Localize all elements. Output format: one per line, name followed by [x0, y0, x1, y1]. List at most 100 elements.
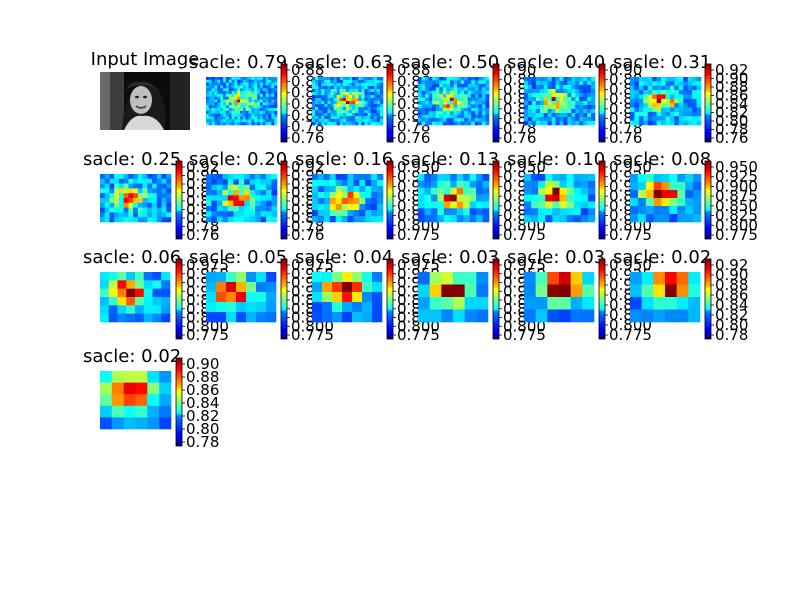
heatmap-cell: [425, 101, 429, 105]
heatmap-cell: [442, 107, 447, 112]
heatmap-cell: [539, 109, 545, 114]
heatmap-cell: [240, 82, 244, 86]
heatmap-cell: [361, 119, 365, 123]
heatmap-cell: [147, 217, 153, 223]
heatmap-cell: [217, 108, 221, 112]
heatmap-cell: [234, 105, 238, 109]
heatmap-cell: [245, 102, 249, 106]
heatmap-cell: [330, 98, 334, 102]
heatmap-cell: [265, 105, 269, 109]
heatmap-cell: [358, 80, 362, 84]
heatmap-cell: [242, 79, 247, 83]
heatmap-cell: [582, 272, 595, 285]
heatmap-cell: [259, 93, 264, 98]
heatmap-cell: [630, 272, 642, 285]
heatmap-cell: [341, 192, 348, 199]
heatmap-cell: [524, 297, 536, 310]
heatmap-cell: [268, 91, 272, 95]
heatmap-cell: [531, 201, 539, 209]
heatmap-cell: [457, 87, 461, 92]
heatmap-cell: [361, 113, 365, 117]
heatmap-cell: [456, 208, 464, 216]
heatmap-cell: [471, 118, 476, 122]
heatmap-cell: [225, 85, 230, 89]
heatmap-cell: [656, 111, 662, 117]
heatmap-cell: [123, 371, 136, 383]
heatmap-cell: [123, 417, 136, 430]
heatmap-cell: [634, 85, 640, 91]
heatmap-cell: [223, 122, 227, 126]
heatmap-cell: [266, 272, 277, 283]
heatmap-cell: [656, 81, 662, 87]
heatmap-cell: [100, 193, 106, 199]
heatmap-cell: [441, 309, 454, 323]
heatmap-cell: [248, 91, 252, 95]
heatmap-cell: [547, 89, 552, 94]
heatmap-cell: [545, 208, 553, 216]
heatmap-cell: [481, 114, 486, 119]
heatmap-cell: [217, 88, 221, 92]
heatmap-cell: [104, 207, 110, 213]
heatmap-cell: [317, 180, 325, 187]
heatmap-cell: [249, 216, 256, 223]
heatmap-cell: [257, 93, 261, 98]
heatmap-cell: [371, 204, 378, 211]
heatmap-cell: [332, 292, 343, 303]
heatmap-cell: [535, 113, 541, 118]
heatmap-cell: [551, 81, 556, 86]
heatmap-cell: [321, 110, 325, 114]
heatmap-cell: [587, 93, 592, 98]
heatmap-cell: [647, 107, 653, 113]
heatmap-cell: [135, 272, 145, 281]
heatmap-cell: [214, 116, 218, 120]
panel-title: sacle: 0.02: [613, 247, 711, 268]
heatmap-cell: [135, 382, 148, 395]
heatmap-cell: [563, 113, 568, 118]
heatmap-cell: [647, 120, 653, 126]
heatmap-cell: [220, 105, 224, 109]
heatmap-cell: [555, 121, 560, 126]
heatmap-cell: [547, 97, 552, 102]
heatmap-cell: [251, 108, 255, 112]
heatmap-cell: [425, 83, 429, 88]
heatmap-image: [312, 174, 384, 223]
heatmap-cell: [531, 187, 539, 195]
heatmap-cell: [643, 85, 649, 91]
heatmap-cell: [245, 85, 249, 89]
heatmap-cell: [315, 80, 319, 84]
heatmap-cell: [166, 174, 172, 180]
heatmap-cell: [268, 108, 272, 112]
heatmap-cell: [329, 198, 336, 205]
heatmap-cell: [425, 77, 429, 81]
heatmap-cell: [551, 121, 556, 126]
heatmap-cell: [573, 194, 582, 202]
heatmap-cell: [312, 95, 316, 99]
heatmap-cell: [373, 92, 378, 96]
heatmap-cell: [100, 212, 106, 218]
heatmap-cell: [478, 80, 483, 85]
heatmap-cell: [315, 119, 319, 123]
heatmap-cell: [220, 116, 224, 120]
heatmap-cell: [251, 99, 255, 103]
heatmap-cell: [457, 111, 461, 116]
heatmap-cell: [265, 99, 269, 103]
heatmap-cell: [463, 201, 470, 209]
heatmap-cell: [669, 77, 675, 82]
heatmap-cell: [652, 94, 657, 100]
heatmap-cell: [142, 198, 148, 204]
heatmap-cell: [524, 187, 532, 195]
heatmap-cell: [643, 120, 649, 126]
heatmap-cell: [693, 206, 702, 215]
heatmap-cell: [161, 193, 167, 199]
colorbar-tick-label: 0.975: [503, 256, 546, 274]
heatmap-cell: [376, 104, 381, 108]
heatmap-cell: [223, 93, 227, 98]
heatmap-cell: [524, 208, 532, 216]
heatmap-cell: [359, 192, 366, 199]
heatmap-cell: [587, 113, 592, 118]
heatmap-cell: [543, 85, 548, 90]
heatmap-cell: [214, 102, 218, 106]
heatmap-cell: [237, 77, 241, 81]
heatmap-cell: [265, 108, 269, 112]
heatmap-cell: [669, 182, 678, 191]
